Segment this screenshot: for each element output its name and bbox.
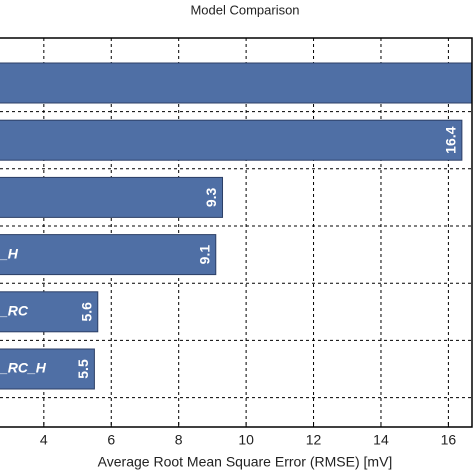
value-label: 16.4: [443, 126, 459, 153]
value-label: 9.3: [203, 187, 219, 207]
bar: [0, 234, 217, 276]
category-label: _RC: [0, 303, 29, 319]
value-label: 5.6: [78, 302, 94, 322]
x-tick-label: 12: [306, 432, 322, 448]
category-label: _RC_H: [0, 360, 47, 376]
x-tick-label: 4: [40, 432, 48, 448]
x-tick-label: 8: [175, 432, 183, 448]
plot-frame: [0, 37, 473, 428]
bar: [0, 348, 95, 390]
x-axis-label: Average Root Mean Square Error (RMSE) [m…: [98, 454, 393, 470]
x-tick-label: 16: [441, 432, 457, 448]
bar: [0, 62, 472, 104]
bar: [0, 291, 99, 333]
bar: [0, 176, 224, 218]
chart-title: Model Comparison: [190, 2, 299, 17]
bar: [0, 119, 463, 161]
value-label: 5.5: [75, 359, 91, 379]
x-tick-label: 10: [238, 432, 254, 448]
x-tick-label: 14: [373, 432, 389, 448]
x-tick-label: 6: [107, 432, 115, 448]
value-label: 9.1: [196, 245, 212, 265]
category-label: _H: [0, 245, 19, 261]
